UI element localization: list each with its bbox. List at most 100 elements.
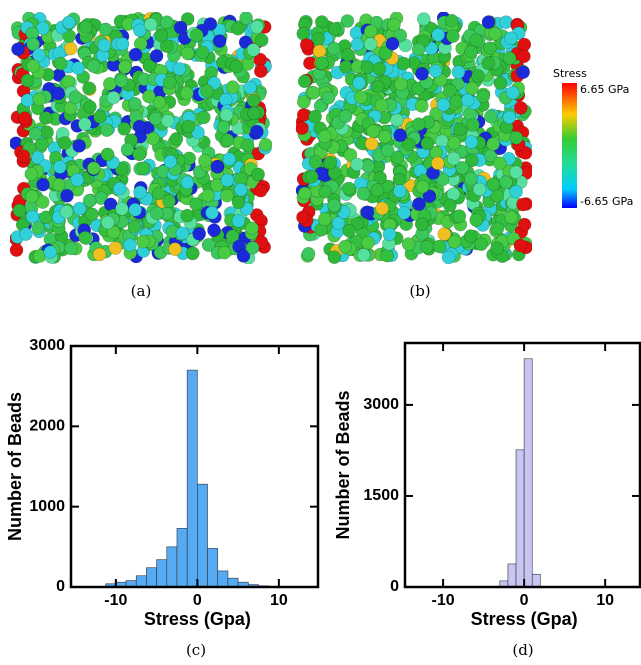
bead bbox=[370, 79, 385, 94]
bead bbox=[216, 120, 231, 134]
bead bbox=[420, 240, 434, 254]
bead bbox=[133, 36, 148, 51]
bead bbox=[308, 109, 322, 124]
bead bbox=[82, 193, 97, 208]
bead bbox=[341, 47, 355, 62]
bead bbox=[71, 61, 85, 75]
colorbar bbox=[562, 83, 577, 208]
bead bbox=[469, 213, 484, 227]
bead bbox=[220, 133, 235, 147]
bead bbox=[378, 46, 393, 61]
bead bbox=[350, 157, 364, 172]
plot-frame bbox=[69, 344, 320, 589]
bead bbox=[93, 110, 107, 124]
bead bbox=[250, 20, 264, 34]
bead bbox=[31, 221, 46, 235]
bead bbox=[229, 59, 244, 74]
bead bbox=[422, 189, 437, 203]
bead bbox=[338, 109, 353, 124]
bead bbox=[203, 17, 218, 31]
bead bbox=[297, 74, 312, 89]
bead bbox=[402, 137, 416, 152]
bead bbox=[32, 92, 47, 107]
bead bbox=[59, 205, 74, 219]
y-axis-label: Number of Beads bbox=[333, 390, 353, 539]
bead bbox=[127, 219, 142, 234]
bead bbox=[321, 90, 336, 105]
caption: (c) bbox=[186, 641, 206, 659]
bead bbox=[163, 75, 177, 90]
bead bbox=[246, 43, 261, 57]
bead bbox=[315, 56, 329, 71]
bead bbox=[343, 148, 358, 162]
bead bbox=[483, 109, 498, 124]
bead bbox=[136, 234, 150, 249]
bead bbox=[197, 110, 211, 125]
bead bbox=[432, 239, 447, 254]
bead bbox=[436, 97, 451, 112]
bead bbox=[245, 221, 259, 235]
bead bbox=[502, 51, 517, 66]
bead bbox=[106, 90, 121, 105]
bead bbox=[471, 69, 485, 83]
y-tick-label: 1500 bbox=[363, 487, 399, 504]
bead bbox=[192, 227, 206, 241]
bar bbox=[523, 358, 533, 588]
bead bbox=[51, 178, 66, 192]
bead bbox=[464, 135, 479, 149]
bead bbox=[446, 187, 461, 201]
bead bbox=[86, 59, 101, 73]
bar bbox=[156, 559, 168, 588]
bead bbox=[412, 197, 426, 211]
bead bbox=[25, 189, 39, 204]
bead bbox=[152, 95, 166, 109]
bead bbox=[481, 15, 496, 29]
bead bbox=[10, 243, 24, 257]
y-tick-label: 0 bbox=[390, 578, 399, 595]
bead bbox=[250, 124, 264, 139]
bead bbox=[443, 198, 457, 213]
bead bbox=[12, 203, 27, 218]
bead bbox=[323, 155, 338, 170]
bead bbox=[240, 138, 255, 153]
bead bbox=[517, 49, 531, 64]
bead bbox=[220, 188, 234, 203]
bead bbox=[509, 131, 524, 145]
bead bbox=[189, 197, 203, 211]
bead bbox=[311, 31, 325, 46]
bead bbox=[11, 42, 25, 57]
bead bbox=[327, 41, 341, 56]
bead bbox=[258, 137, 272, 152]
bead bbox=[180, 86, 194, 100]
bead bbox=[317, 129, 332, 144]
bead bbox=[393, 28, 408, 43]
bead bbox=[26, 59, 41, 73]
bead bbox=[472, 182, 487, 197]
bead bbox=[446, 29, 460, 43]
bar bbox=[217, 570, 229, 588]
bead bbox=[200, 84, 214, 98]
bead bbox=[161, 114, 175, 128]
bead bbox=[35, 195, 50, 209]
bead bbox=[132, 147, 146, 161]
bead bbox=[207, 223, 221, 237]
bead bbox=[146, 131, 160, 146]
bead bbox=[509, 165, 523, 179]
bead bbox=[36, 21, 50, 36]
bead bbox=[64, 241, 78, 256]
bar bbox=[531, 573, 541, 588]
bead bbox=[62, 15, 76, 30]
bead bbox=[353, 90, 368, 104]
bead bbox=[151, 186, 166, 201]
bead bbox=[504, 210, 519, 225]
bead bbox=[505, 85, 520, 100]
bead bbox=[306, 86, 321, 100]
colorbar-max: 6.65 GPa bbox=[580, 83, 629, 96]
bead bbox=[441, 250, 456, 264]
bead bbox=[72, 139, 86, 153]
bead bbox=[499, 175, 513, 190]
bead bbox=[123, 238, 137, 252]
bead bbox=[128, 96, 142, 111]
bead bbox=[239, 12, 253, 25]
bead-image-a bbox=[10, 12, 272, 264]
